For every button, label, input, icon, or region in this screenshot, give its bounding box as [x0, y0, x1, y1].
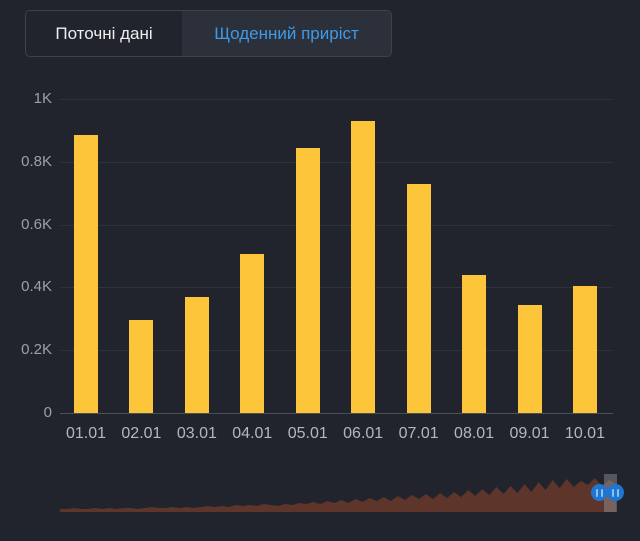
x-axis-label: 01.01 — [65, 425, 107, 442]
x-axis-label: 04.01 — [232, 425, 273, 442]
x-axis-label: 05.01 — [287, 425, 328, 442]
x-axis-label: 06.01 — [343, 425, 384, 442]
x-axis-label: 08.01 — [454, 425, 495, 442]
gridline — [60, 224, 613, 226]
x-axis-label: 09.01 — [509, 425, 550, 442]
bar-08.01 — [462, 275, 487, 413]
navigator-area-chart — [60, 478, 616, 512]
y-axis-tick-label: 0.2K — [21, 341, 52, 359]
tab-current-data-label: Поточні дані — [55, 23, 153, 43]
x-axis-label: 07.01 — [398, 425, 439, 442]
x-axis-label: 10.01 — [564, 425, 605, 442]
x-axis-label: 02.01 — [121, 425, 162, 442]
range-grip-right-icon[interactable] — [607, 484, 624, 501]
tab-bar: Поточні дані Щоденний приріст — [25, 10, 392, 57]
y-axis-tick-label: 0.8K — [21, 152, 52, 170]
y-axis-tick-label: 0 — [43, 404, 52, 421]
timeline-navigator[interactable] — [60, 474, 624, 512]
bar-10.01 — [572, 286, 597, 413]
gridline — [60, 350, 613, 352]
bar-06.01 — [351, 121, 376, 413]
bar-02.01 — [129, 320, 154, 413]
gridline — [60, 287, 613, 289]
range-grip-left-icon[interactable] — [591, 484, 608, 501]
gridline — [60, 99, 613, 100]
bar-03.01 — [184, 297, 209, 413]
y-axis-tick-label: 1K — [33, 90, 52, 107]
tab-daily-growth-label: Щоденний приріст — [214, 23, 359, 43]
tab-current-data[interactable]: Поточні дані — [26, 11, 182, 56]
bar-09.01 — [517, 305, 542, 413]
y-axis-tick-label: 0.4K — [21, 278, 52, 296]
tab-daily-growth[interactable]: Щоденний приріст — [182, 11, 391, 56]
gridline — [60, 161, 613, 163]
bar-07.01 — [406, 184, 431, 413]
x-axis-line — [60, 413, 613, 414]
y-axis-tick-label: 0.6K — [21, 215, 52, 233]
daily-growth-bar-chart: 0 0.2K 0.4K 0.6K 0.8K 1K 01.01 02.01 03.01 04.01 0… — [0, 60, 640, 460]
bar-04.01 — [240, 254, 265, 413]
x-axis-label: 03.01 — [176, 425, 217, 442]
bar-05.01 — [295, 148, 320, 413]
bar-01.01 — [74, 135, 98, 413]
